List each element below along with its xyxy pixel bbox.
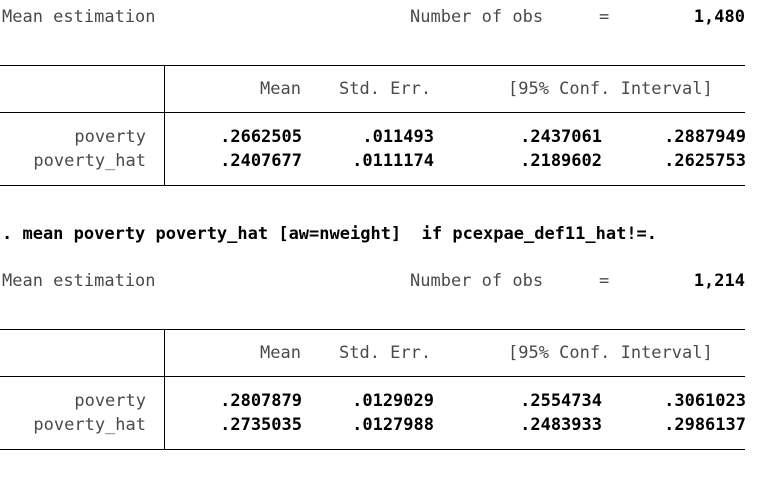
row-variable-name: poverty — [74, 391, 146, 411]
row-variable-name: poverty_hat — [33, 151, 146, 171]
row-ci-lower: .2189602 — [520, 151, 602, 171]
table-header-rule — [0, 112, 745, 113]
obs-label: Number of obs — [410, 271, 544, 291]
row-variable-name: poverty — [74, 127, 146, 147]
estimation-heading: Mean estimation — [2, 7, 156, 27]
row-mean: .2662505 — [220, 127, 302, 147]
col-header-ci: [95% Conf. Interval] — [508, 79, 713, 99]
row-ci-upper: .2887949 — [664, 127, 746, 147]
table-bottom-rule — [0, 185, 745, 186]
row-mean: .2807879 — [220, 391, 302, 411]
table-top-rule — [0, 65, 745, 66]
col-header-mean: Mean — [260, 343, 301, 363]
col-header-stderr: Std. Err. — [339, 343, 432, 363]
col-header-mean: Mean — [260, 79, 301, 99]
col-header-ci: [95% Conf. Interval] — [508, 343, 713, 363]
row-stderr: .011493 — [362, 127, 434, 147]
estimation-heading: Mean estimation — [2, 271, 156, 291]
row-ci-upper: .3061023 — [664, 391, 746, 411]
table-column-divider — [164, 65, 165, 185]
row-variable-name: poverty_hat — [33, 415, 146, 435]
obs-equals: = — [599, 271, 610, 291]
row-mean: .2407677 — [220, 151, 302, 171]
row-stderr: .0127988 — [352, 415, 434, 435]
table-bottom-rule — [0, 449, 745, 450]
row-ci-upper: .2625753 — [664, 151, 746, 171]
row-ci-lower: .2437061 — [520, 127, 602, 147]
col-header-stderr: Std. Err. — [339, 79, 432, 99]
obs-value: 1,214 — [693, 271, 745, 291]
table-column-divider — [164, 329, 165, 449]
row-stderr: .0129029 — [352, 391, 434, 411]
row-stderr: .0111174 — [352, 151, 434, 171]
obs-equals: = — [599, 7, 610, 27]
obs-value: 1,480 — [693, 7, 745, 27]
table-top-rule — [0, 329, 745, 330]
command-line: . mean poverty poverty_hat [aw=nweight] … — [2, 224, 658, 244]
row-ci-lower: .2554734 — [520, 391, 602, 411]
obs-label: Number of obs — [410, 7, 544, 27]
row-ci-lower: .2483933 — [520, 415, 602, 435]
row-ci-upper: .2986137 — [664, 415, 746, 435]
table-header-rule — [0, 376, 745, 377]
row-mean: .2735035 — [220, 415, 302, 435]
